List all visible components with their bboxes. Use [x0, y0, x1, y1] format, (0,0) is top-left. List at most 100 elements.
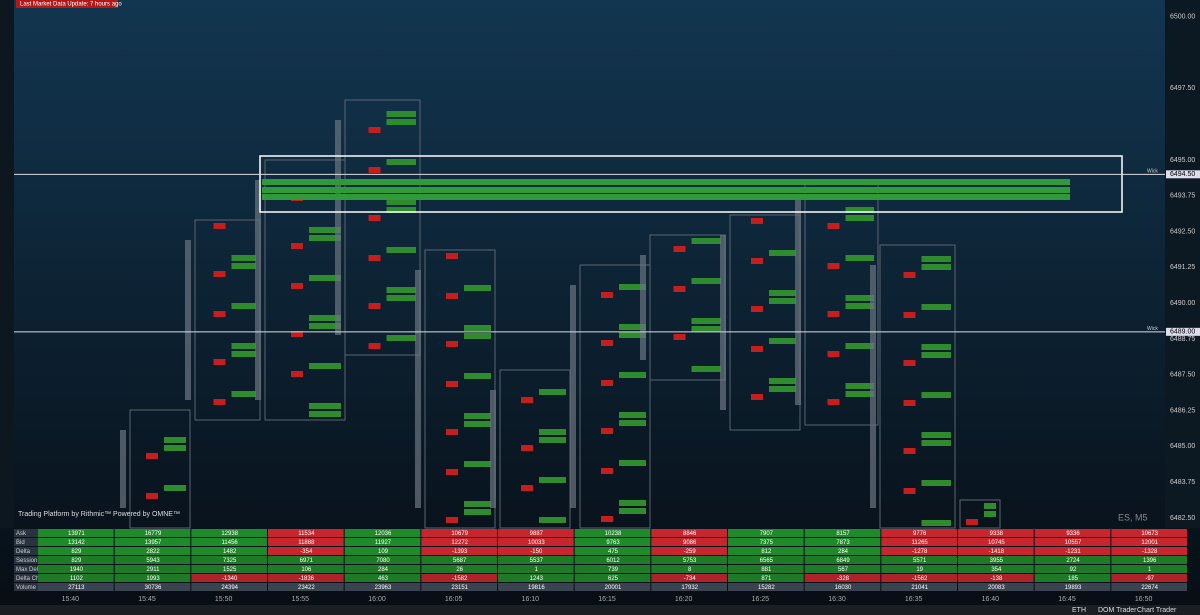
cell	[673, 246, 686, 252]
cell: 7873	[836, 540, 850, 546]
time-label: 15:50	[215, 596, 233, 603]
cell	[601, 340, 613, 346]
cell	[845, 343, 874, 349]
cell-bg	[498, 529, 574, 537]
cell-bg	[191, 574, 267, 582]
time-label: 15:40	[62, 596, 80, 603]
time-label: 15:55	[292, 596, 310, 603]
dom-trader-button[interactable]: DOM Trader	[1098, 607, 1137, 614]
cell-bg	[804, 547, 881, 555]
cell-bg	[344, 583, 421, 591]
cell-bg	[651, 583, 727, 591]
cell: 7375	[760, 540, 774, 546]
cell: 12938	[221, 531, 238, 537]
price-label: 6491.25	[1170, 264, 1195, 271]
row-label-bg	[14, 565, 38, 573]
cell	[521, 485, 533, 491]
cell-bg	[114, 583, 191, 591]
cell	[921, 392, 951, 398]
cell: 17932	[681, 585, 698, 591]
cell-bg	[574, 574, 651, 582]
cell	[386, 159, 416, 165]
cell-bg	[958, 574, 1034, 582]
cell	[539, 429, 566, 435]
candle	[424, 249, 496, 529]
cell	[845, 295, 874, 301]
cell	[231, 391, 256, 397]
cell: 19893	[1065, 585, 1082, 591]
cell	[921, 256, 951, 262]
cell	[921, 304, 951, 310]
cell-bg	[958, 538, 1034, 546]
cell: 9086	[683, 540, 697, 546]
instrument: ES, M5	[1118, 512, 1148, 522]
cell: 8846	[683, 531, 697, 537]
time-label: 16:45	[1058, 596, 1076, 603]
cell: 2724	[1066, 558, 1080, 564]
cell: 12036	[375, 531, 392, 537]
cell	[921, 344, 951, 350]
cell: 19816	[528, 585, 545, 591]
cell	[446, 341, 458, 347]
price-tag: Wick	[1147, 326, 1158, 332]
cell: 8	[688, 567, 692, 573]
chart-trader-button[interactable]: Chart Trader	[1137, 607, 1177, 614]
cell-bg	[421, 583, 497, 591]
cell	[601, 428, 613, 434]
cell-bg	[1034, 547, 1111, 555]
cell	[464, 461, 491, 467]
cell-bg	[114, 574, 191, 582]
cell	[921, 480, 951, 486]
cell	[827, 351, 840, 357]
cell	[827, 311, 840, 317]
cell	[309, 403, 341, 409]
price-label: 6493.75	[1170, 193, 1195, 200]
cell	[601, 380, 613, 386]
cell: 92	[1070, 567, 1077, 573]
platform-credit: Trading Platform by Rithmic™ Powered by …	[18, 511, 180, 518]
cell: 9887	[530, 531, 544, 537]
candle	[959, 499, 1001, 529]
cell	[845, 255, 874, 261]
candle-wick	[120, 430, 126, 508]
cell-bg	[881, 538, 957, 546]
cell-bg	[421, 538, 497, 546]
session[interactable]: ETH	[1072, 607, 1086, 614]
cell-bg	[804, 529, 881, 537]
cell	[619, 508, 646, 514]
cell	[446, 293, 458, 299]
row-label: Bid	[16, 540, 25, 546]
cell-bg	[38, 547, 114, 555]
price-label: 6492.50	[1170, 228, 1195, 235]
cell-bg	[1111, 565, 1187, 573]
cell-bg	[114, 556, 191, 564]
cell: -259	[684, 549, 697, 555]
cell: 20083	[988, 585, 1005, 591]
cell: -97	[1145, 576, 1154, 582]
banner: Last Market Data Update: 7 hours ago	[20, 2, 122, 8]
cell	[291, 331, 303, 337]
cell: 7907	[760, 531, 774, 537]
cell-bg	[421, 556, 497, 564]
cell	[921, 352, 951, 358]
cell: -1328	[1142, 549, 1158, 555]
cell: 284	[838, 549, 849, 555]
row-label: Session Delta	[16, 558, 54, 564]
cell-bg	[114, 565, 191, 573]
cell: 11456	[222, 540, 239, 546]
cell-bg	[1034, 529, 1111, 537]
time-label: 16:05	[445, 596, 463, 603]
cell	[691, 366, 721, 372]
cell-bg	[498, 565, 574, 573]
candle-wick	[335, 120, 341, 335]
cell-bg	[1111, 574, 1187, 582]
cell-bg	[114, 538, 191, 546]
cell	[386, 335, 416, 341]
cell-bg	[1034, 583, 1111, 591]
cell	[903, 272, 916, 278]
stats-table: Ask 13971 16779 12938 11534 12036 10679 9887 102…	[14, 529, 1187, 603]
cell	[845, 391, 874, 397]
price-label: 6490.00	[1170, 300, 1195, 307]
row-label: Ask	[16, 531, 27, 537]
cell	[845, 383, 874, 389]
